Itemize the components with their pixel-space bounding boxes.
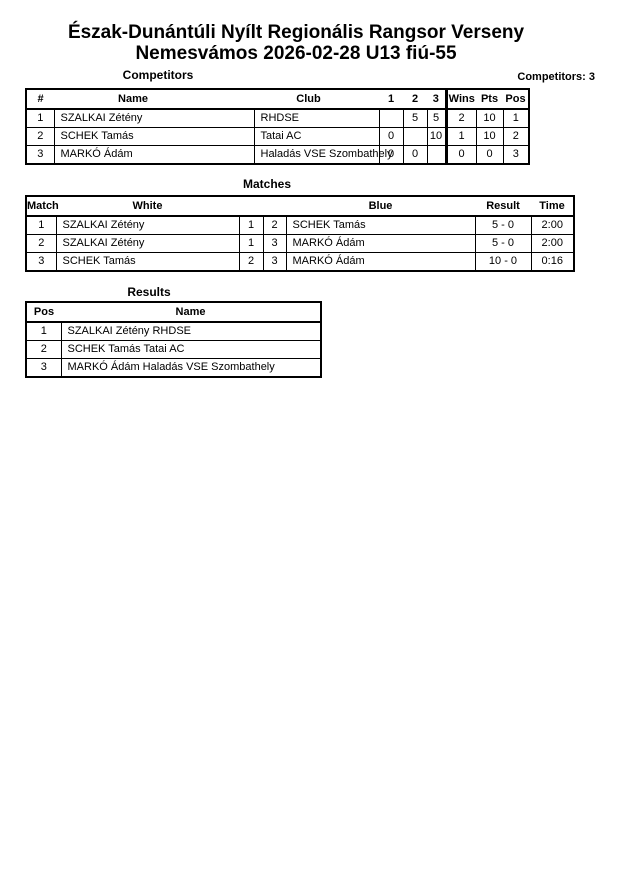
col-header-opp1: 1 — [379, 89, 403, 110]
cell-result: 10 - 0 — [474, 252, 532, 272]
table-row: 3 MARKÓ Ádám Haladás VSE Szombathely — [25, 358, 322, 378]
cell-club: Haladás VSE Szombathely — [253, 145, 393, 165]
cell-name: MARKÓ Ádám Haladás VSE Szombathely — [60, 358, 322, 378]
matches-table: Match White Blue Result Time 1 SZALKAI Z… — [25, 195, 575, 272]
competitors-table: # Name Club 1 2 3 Wins Pts Pos 1 SZALKAI… — [25, 88, 530, 165]
cell-score-3: 10 — [426, 127, 447, 146]
cell-num: 1 — [25, 108, 55, 128]
cell-score-3: 5 — [426, 108, 447, 128]
results-section-title: Results — [127, 285, 171, 299]
cell-match-num: 3 — [25, 252, 57, 272]
table-row: 1 SZALKAI Zétény RHDSE — [25, 321, 322, 341]
table-row: 1 SZALKAI Zétény RHDSE 5 5 2 10 1 — [25, 108, 530, 128]
col-header-pos: Pos — [26, 302, 61, 323]
table-row: 2 SCHEK Tamás Tatai AC 0 10 1 10 2 — [25, 127, 530, 146]
cell-blue-seed: 2 — [262, 215, 287, 235]
cell-pos: 1 — [25, 321, 62, 341]
competitors-header-row: # Name Club 1 2 3 Wins Pts Pos — [26, 89, 529, 110]
title-line-1: Észak-Dunántúli Nyílt Regionális Rangsor… — [67, 22, 525, 43]
table-row: 1 SZALKAI Zétény 1 2 SCHEK Tamás 5 - 0 2… — [25, 215, 575, 235]
cell-white-name: SZALKAI Zétény — [55, 215, 240, 235]
col-header-blue-num — [263, 196, 286, 217]
col-header-name: Name — [61, 302, 321, 323]
cell-pos: 3 — [25, 358, 62, 378]
cell-club: Tatai AC — [253, 127, 380, 146]
cell-name: SCHEK Tamás Tatai AC — [60, 340, 322, 359]
cell-club: RHDSE — [253, 108, 380, 128]
cell-time: 0:16 — [530, 252, 575, 272]
cell-name: SZALKAI Zétény RHDSE — [60, 321, 322, 341]
cell-blue-name: MARKÓ Ádám — [285, 234, 476, 253]
cell-blue-seed: 3 — [262, 234, 287, 253]
cell-white-seed: 1 — [238, 234, 264, 253]
competitors-section-title: Competitors — [122, 68, 194, 82]
table-row: 3 SCHEK Tamás 2 3 MARKÓ Ádám 10 - 0 0:16 — [25, 252, 575, 272]
cell-pos: 2 — [25, 340, 62, 359]
matches-header-row: Match White Blue Result Time — [26, 196, 574, 217]
cell-result: 5 - 0 — [474, 234, 532, 253]
cell-blue-seed: 3 — [262, 252, 287, 272]
col-header-pos: Pos — [503, 89, 529, 110]
cell-pos: 2 — [502, 127, 530, 146]
cell-match-num: 1 — [25, 215, 57, 235]
table-row: 2 SZALKAI Zétény 1 3 MARKÓ Ádám 5 - 0 2:… — [25, 234, 575, 253]
cell-num: 2 — [25, 127, 55, 146]
cell-name: SCHEK Tamás — [53, 127, 255, 146]
col-header-opp3: 3 — [427, 89, 446, 110]
col-header-blue: Blue — [286, 196, 475, 217]
cell-name: MARKÓ Ádám — [53, 145, 255, 165]
table-row: 2 SCHEK Tamás Tatai AC — [25, 340, 322, 359]
cell-white-name: SCHEK Tamás — [55, 252, 240, 272]
cell-score-1: 0 — [378, 127, 404, 146]
col-header-white: White — [56, 196, 239, 217]
cell-score-2 — [402, 127, 428, 146]
title-line-2: Nemesvámos 2026-02-28 U13 fiú-55 — [135, 43, 457, 64]
page-title: Észak-Dunántúli Nyílt Regionális Rangsor… — [25, 22, 567, 64]
cell-white-name: SZALKAI Zétény — [55, 234, 240, 253]
cell-wins: 2 — [444, 108, 477, 128]
col-header-name: Name — [54, 89, 254, 110]
cell-score-2: 5 — [402, 108, 428, 128]
results-header-row: Pos Name — [26, 302, 321, 323]
cell-pts: 0 — [475, 145, 504, 165]
cell-pos: 1 — [502, 108, 530, 128]
col-header-pts: Pts — [476, 89, 503, 110]
cell-white-seed: 2 — [238, 252, 264, 272]
col-header-opp2: 2 — [403, 89, 427, 110]
cell-result: 5 - 0 — [474, 215, 532, 235]
cell-score-1 — [378, 108, 404, 128]
competitors-count: Competitors: 3 — [517, 71, 595, 83]
col-header-num: # — [26, 89, 54, 110]
cell-name: SZALKAI Zétény — [53, 108, 255, 128]
cell-num: 3 — [25, 145, 55, 165]
col-header-match: Match — [26, 196, 59, 217]
col-header-wins: Wins — [444, 89, 476, 110]
cell-wins: 0 — [444, 145, 477, 165]
cell-score-3 — [426, 145, 447, 165]
cell-pts: 10 — [475, 127, 504, 146]
table-row: 3 MARKÓ Ádám Haladás VSE Szombathely 0 0… — [25, 145, 530, 165]
cell-match-num: 2 — [25, 234, 57, 253]
cell-blue-name: MARKÓ Ádám — [285, 252, 476, 272]
cell-white-seed: 1 — [238, 215, 264, 235]
results-table: Pos Name 1 SZALKAI Zétény RHDSE 2 SCHEK … — [25, 301, 322, 378]
cell-pts: 10 — [475, 108, 504, 128]
cell-blue-name: SCHEK Tamás — [285, 215, 476, 235]
cell-score-2: 0 — [402, 145, 428, 165]
col-header-time: Time — [531, 196, 574, 217]
cell-pos: 3 — [502, 145, 530, 165]
col-header-club: Club — [254, 89, 379, 110]
cell-time: 2:00 — [530, 215, 575, 235]
cell-wins: 1 — [444, 127, 477, 146]
cell-time: 2:00 — [530, 234, 575, 253]
col-header-result: Result — [475, 196, 531, 217]
col-header-white-num — [239, 196, 263, 217]
matches-section-title: Matches — [242, 177, 292, 191]
